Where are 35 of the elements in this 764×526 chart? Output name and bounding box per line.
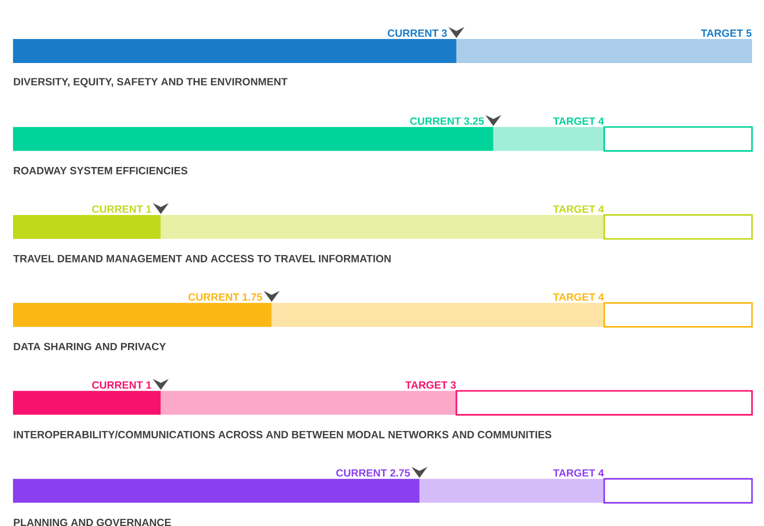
text: TARGET 5 xyxy=(700,29,752,37)
bar xyxy=(160,214,604,239)
bar xyxy=(456,390,753,416)
data-label: CURRENT 1 xyxy=(92,381,152,389)
bar xyxy=(272,302,604,327)
y-tick-label: DIVERSITY, EQUITY, SAFETY AND THE ENVIRONMENT xyxy=(14,78,288,88)
bar xyxy=(13,214,161,239)
annotation: TARGET 4 xyxy=(553,293,604,301)
y-tick-label: TRAVEL DEMAND MANAGEMENT AND ACCESS TO TRAVEL INFORMATION xyxy=(13,254,391,262)
y-tick-label: PLANNING AND GOVERNANCE xyxy=(14,518,171,526)
y-tick-label: INTEROPERABILITY/COMMUNICATIONS ACROSS AND BETWEEN MODAL NETWORKS AND COMMUNITIES xyxy=(14,430,552,438)
annotation: TARGET 3 xyxy=(405,381,456,389)
bar xyxy=(493,127,604,151)
data-label: CURRENT 2.75 xyxy=(336,469,410,477)
annotation: TARGET 4 xyxy=(553,205,604,213)
bar xyxy=(13,127,494,151)
bar xyxy=(603,214,753,240)
bar xyxy=(603,478,753,504)
annotation: TARGET 4 xyxy=(553,117,604,125)
data-label: CURRENT 1 xyxy=(92,205,152,213)
data-label: CURRENT 3 xyxy=(388,29,447,37)
annotation: TARGET 4 xyxy=(553,469,604,477)
data-label: CURRENT 1.75 xyxy=(188,293,262,301)
bar xyxy=(160,390,456,415)
bar xyxy=(13,390,161,415)
bar xyxy=(13,478,420,503)
y-tick-label: ROADWAY SYSTEM EFFICIENCIES xyxy=(14,166,188,174)
bar xyxy=(603,302,753,328)
bar xyxy=(13,302,272,327)
bar xyxy=(456,39,752,63)
bar xyxy=(13,39,456,63)
bar xyxy=(419,478,604,503)
y-tick-label: DATA SHARING AND PRIVACY xyxy=(14,342,166,350)
data-label: CURRENT 3.25 xyxy=(410,117,484,125)
bar xyxy=(603,126,753,152)
